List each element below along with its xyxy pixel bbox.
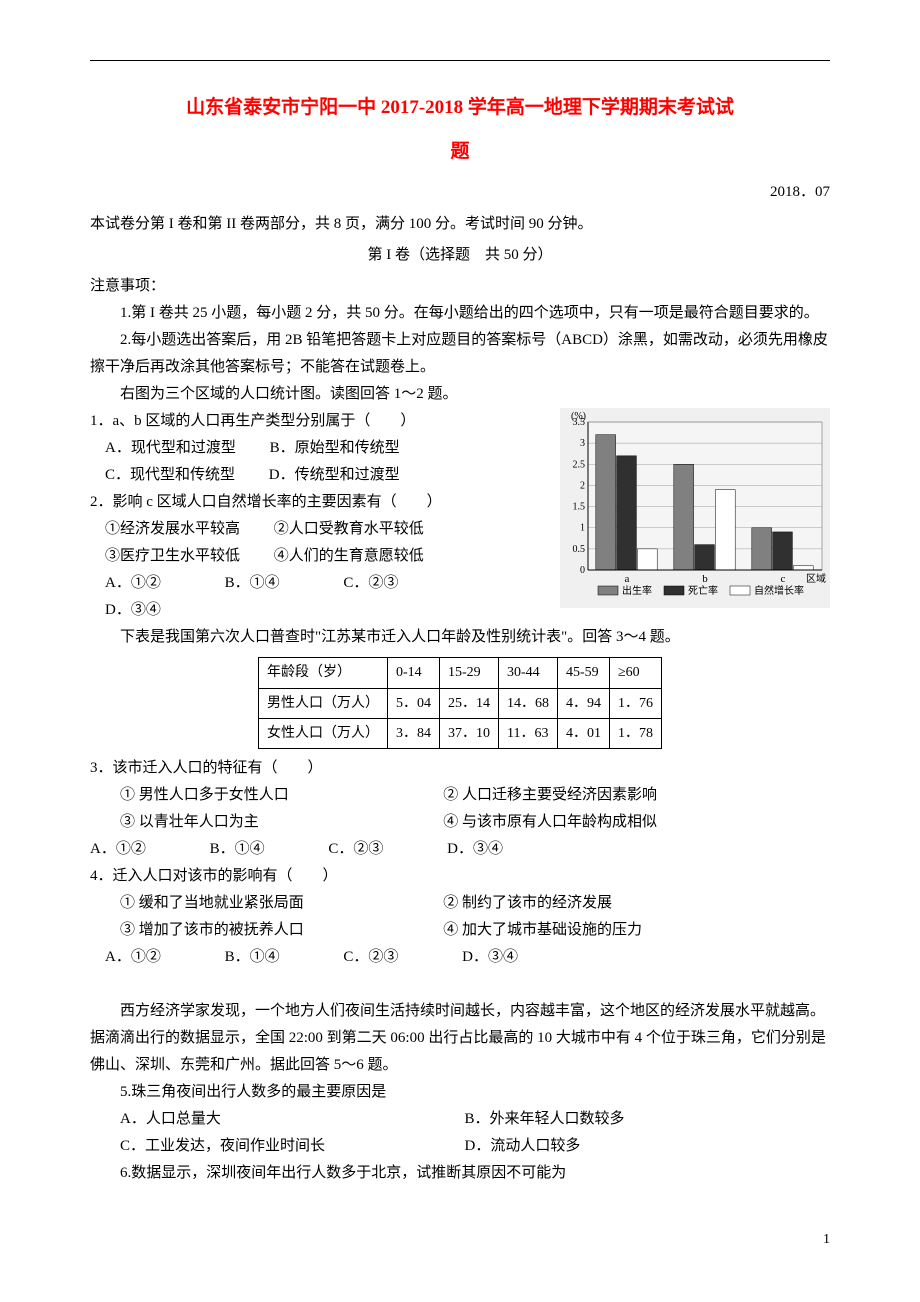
q3-sub-row1: ① 男性人口多于女性人口 ② 人口迁移主要受经济因素影响 xyxy=(120,782,830,809)
population-chart: (%)00.511.522.533.5abc区域出生率死亡率自然增长率 xyxy=(560,408,830,618)
q2-sub2: ②人口受教育水平较低 xyxy=(274,516,424,543)
q5-opt-b: B．外来年轻人口数较多 xyxy=(465,1106,806,1133)
q4-sub2: ② 制约了该市的经济发展 xyxy=(443,890,763,917)
q1-opt-a: A．现代型和过渡型 xyxy=(105,435,236,462)
th-3: 30-44 xyxy=(499,658,558,688)
q4-sub1: ① 缓和了当地就业紧张局面 xyxy=(120,890,440,917)
th-2: 15-29 xyxy=(440,658,499,688)
table-intro: 下表是我国第六次人口普查时"江苏某市迁入人口年龄及性别统计表"。回答 3～4 题… xyxy=(90,624,830,651)
q2-sub1: ①经济发展水平较高 xyxy=(105,516,240,543)
svg-text:区域: 区域 xyxy=(806,572,826,585)
svg-text:2.5: 2.5 xyxy=(573,460,586,471)
q4-opt-b: B．①④ xyxy=(225,944,280,971)
th-1: 0-14 xyxy=(388,658,440,688)
q5-stem: 5.珠三角夜间出行人数多的最主要原因是 xyxy=(90,1079,830,1106)
svg-text:1: 1 xyxy=(580,523,585,534)
doc-title-line2: 题 xyxy=(90,135,830,169)
svg-text:3.5: 3.5 xyxy=(573,417,586,428)
svg-text:b: b xyxy=(702,573,708,585)
q4-opt-c: C．②③ xyxy=(343,944,398,971)
q5-row1: A．人口总量大 B．外来年轻人口数较多 xyxy=(120,1106,830,1133)
q2-opt-b: B．①④ xyxy=(225,570,280,597)
bar-chart-svg: (%)00.511.522.533.5abc区域出生率死亡率自然增长率 xyxy=(560,408,830,608)
passage-2: 西方经济学家发现，一个地方人们夜间生活持续时间越长，内容越丰富，这个地区的经济发… xyxy=(90,998,830,1079)
q3-opt-b: B．①④ xyxy=(210,836,265,863)
doc-title-line1: 山东省泰安市宁阳一中 2017-2018 学年高一地理下学期期末考试试 xyxy=(90,91,830,125)
svg-text:0: 0 xyxy=(580,565,585,576)
svg-text:0.5: 0.5 xyxy=(573,544,586,555)
q3-opt-c: C．②③ xyxy=(328,836,383,863)
q4-options: A．①② B．①④ C．②③ D．③④ xyxy=(105,944,830,971)
q1-opt-b: B．原始型和传统型 xyxy=(270,435,400,462)
q3-stem: 3．该市迁入人口的特征有（ ） xyxy=(90,755,830,782)
q2-sub3: ③医疗卫生水平较低 xyxy=(105,543,240,570)
section1-header: 第 I 卷（选择题 共 50 分） xyxy=(90,242,830,269)
q3-sub4: ④ 与该市原有人口年龄构成相似 xyxy=(443,809,763,836)
table-row-header: 年龄段（岁） 0-14 15-29 30-44 45-59 ≥60 xyxy=(259,658,662,688)
q3-sub2: ② 人口迁移主要受经济因素影响 xyxy=(443,782,763,809)
q4-sub3: ③ 增加了该市的被抚养人口 xyxy=(120,917,440,944)
q2-opt-d: D．③④ xyxy=(105,597,161,624)
th-4: 45-59 xyxy=(558,658,610,688)
q3-options: A．①② B．①④ C．②③ D．③④ xyxy=(90,836,830,863)
q4-opt-d: D．③④ xyxy=(462,944,518,971)
q5-opt-d: D．流动人口较多 xyxy=(465,1133,806,1160)
population-table: 年龄段（岁） 0-14 15-29 30-44 45-59 ≥60 男性人口（万… xyxy=(258,657,662,749)
top-rule xyxy=(90,60,830,61)
svg-text:2: 2 xyxy=(580,481,585,492)
q5-opt-a: A．人口总量大 xyxy=(120,1106,461,1133)
svg-text:3: 3 xyxy=(580,439,585,450)
q3-opt-a: A．①② xyxy=(90,836,146,863)
table-row-female: 女性人口（万人） 3．84 37．10 11．63 4．01 1．78 xyxy=(259,718,662,748)
q2-opt-c: C．②③ xyxy=(343,570,398,597)
q2-opt-a: A．①② xyxy=(105,570,161,597)
q1-opt-d: D．传统型和过渡型 xyxy=(269,462,400,489)
exam-date: 2018．07 xyxy=(90,179,830,206)
intro-text: 本试卷分第 I 卷和第 II 卷两部分，共 8 页，满分 100 分。考试时间 … xyxy=(90,211,830,238)
q1-opt-c: C．现代型和传统型 xyxy=(105,462,235,489)
th-5: ≥60 xyxy=(610,658,662,688)
q4-sub-row1: ① 缓和了当地就业紧张局面 ② 制约了该市的经济发展 xyxy=(120,890,830,917)
q3-sub1: ① 男性人口多于女性人口 xyxy=(120,782,440,809)
q5-opt-c: C．工业发达，夜间作业时间长 xyxy=(120,1133,461,1160)
q3-sub3: ③ 以青壮年人口为主 xyxy=(120,809,440,836)
notice-2: 2.每小题选出答案后，用 2B 铅笔把答题卡上对应题目的答案标号（ABCD）涂黑… xyxy=(90,327,830,381)
svg-text:死亡率: 死亡率 xyxy=(688,584,718,597)
q2-sub4: ④人们的生育意愿较低 xyxy=(274,543,424,570)
svg-text:c: c xyxy=(781,573,786,585)
page-number: 1 xyxy=(90,1227,830,1252)
q6-stem: 6.数据显示，深圳夜间年出行人数多于北京，试推断其原因不可能为 xyxy=(90,1160,830,1187)
q4-stem: 4．迁入人口对该市的影响有（ ） xyxy=(90,863,830,890)
q4-sub4: ④ 加大了城市基础设施的压力 xyxy=(443,917,763,944)
svg-text:1.5: 1.5 xyxy=(573,502,586,513)
q4-opt-a: A．①② xyxy=(105,944,161,971)
svg-text:自然增长率: 自然增长率 xyxy=(754,584,804,597)
q3-opt-d: D．③④ xyxy=(447,836,503,863)
notice-label: 注意事项： xyxy=(90,273,830,300)
q4-sub-row2: ③ 增加了该市的被抚养人口 ④ 加大了城市基础设施的压力 xyxy=(120,917,830,944)
figure-caption: 右图为三个区域的人口统计图。读图回答 1～2 题。 xyxy=(90,381,830,408)
svg-text:出生率: 出生率 xyxy=(622,584,652,597)
q5-row2: C．工业发达，夜间作业时间长 D．流动人口较多 xyxy=(120,1133,830,1160)
notice-1: 1.第 I 卷共 25 小题，每小题 2 分，共 50 分。在每小题给出的四个选… xyxy=(90,300,830,327)
table-row-male: 男性人口（万人） 5．04 25．14 14．68 4．94 1．76 xyxy=(259,688,662,718)
q3-sub-row2: ③ 以青壮年人口为主 ④ 与该市原有人口年龄构成相似 xyxy=(120,809,830,836)
th-0: 年龄段（岁） xyxy=(259,658,388,688)
svg-text:a: a xyxy=(625,573,630,585)
